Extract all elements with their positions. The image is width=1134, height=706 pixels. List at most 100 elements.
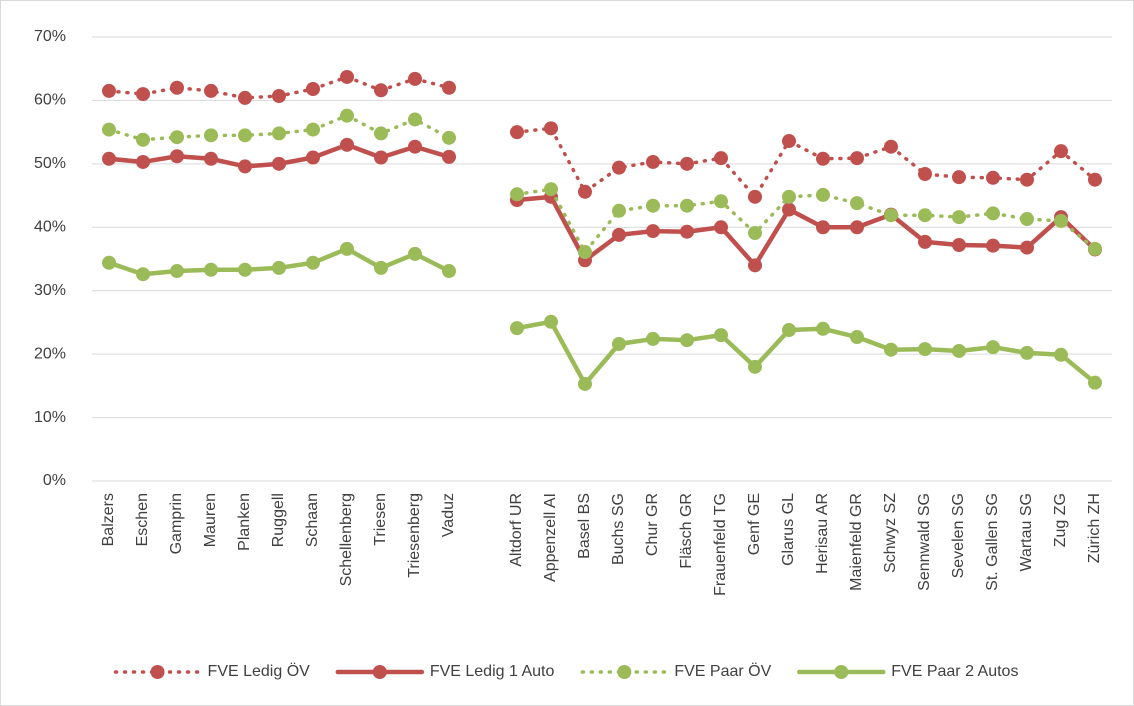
- data-point: [782, 134, 796, 149]
- y-tick-label: 60%: [34, 92, 66, 109]
- data-point: [170, 130, 184, 145]
- data-point: [918, 208, 932, 223]
- data-point: [408, 139, 422, 154]
- y-tick-label: 50%: [34, 155, 66, 172]
- data-point: [340, 137, 354, 152]
- data-point: [714, 194, 728, 209]
- data-point: [646, 198, 660, 213]
- data-point: [1020, 172, 1034, 187]
- x-tick-label: Vaduz: [440, 493, 457, 537]
- data-point: [136, 154, 150, 169]
- data-point: [102, 151, 116, 166]
- y-tick-label: 0%: [43, 472, 66, 489]
- data-point: [306, 82, 320, 97]
- data-point: [646, 224, 660, 239]
- data-point: [884, 208, 898, 223]
- data-point: [918, 167, 932, 182]
- data-point: [1020, 240, 1034, 255]
- data-point: [510, 321, 524, 336]
- data-point: [680, 333, 694, 348]
- data-point: [850, 196, 864, 211]
- y-tick-label: 10%: [34, 409, 66, 426]
- data-point: [748, 189, 762, 204]
- x-tick-label: Fläsch GR: [678, 493, 695, 569]
- data-point: [1088, 172, 1102, 187]
- data-point: [952, 170, 966, 185]
- x-tick-label: Wartau SG: [1018, 493, 1035, 572]
- legend-marker: [834, 665, 849, 679]
- data-point: [136, 267, 150, 282]
- data-point: [612, 336, 626, 351]
- data-point: [680, 198, 694, 213]
- x-tick-label: Schellenberg: [338, 493, 355, 586]
- legend: FVE Ledig ÖV FVE Ledig 1 Auto FVE Paar ÖV F…: [113, 662, 1018, 680]
- data-point: [816, 151, 830, 166]
- data-point: [850, 220, 864, 235]
- data-point: [306, 150, 320, 165]
- data-point: [986, 206, 1000, 221]
- data-point: [102, 83, 116, 98]
- data-point: [646, 154, 660, 169]
- x-tick-label: Gamprin: [168, 493, 185, 554]
- data-point: [306, 255, 320, 270]
- data-point: [952, 343, 966, 358]
- data-point: [680, 156, 694, 171]
- x-tick-label: Buchs SG: [610, 493, 627, 565]
- data-point: [374, 83, 388, 98]
- data-point: [204, 262, 218, 277]
- data-point: [782, 189, 796, 204]
- data-point: [578, 376, 592, 391]
- data-point: [612, 227, 626, 242]
- data-point: [238, 128, 252, 143]
- x-tick-label: Sevelen SG: [950, 493, 967, 578]
- data-point: [204, 128, 218, 143]
- data-point: [238, 262, 252, 277]
- data-point: [374, 126, 388, 141]
- data-point: [442, 264, 456, 279]
- legend-label: FVE Paar ÖV: [674, 662, 771, 680]
- data-point: [238, 90, 252, 105]
- data-point: [510, 187, 524, 202]
- data-point: [1054, 213, 1068, 228]
- x-tick-label: Eschen: [134, 493, 151, 546]
- data-point: [816, 187, 830, 202]
- data-point: [918, 234, 932, 249]
- data-point: [170, 80, 184, 95]
- x-tick-label: Planken: [236, 493, 253, 551]
- data-point: [850, 151, 864, 166]
- data-point: [170, 264, 184, 279]
- data-point: [1054, 347, 1068, 362]
- data-point: [272, 156, 286, 171]
- x-tick-label: Balzers: [100, 493, 117, 546]
- x-tick-label: Triesen: [372, 493, 389, 546]
- x-tick-label: Schaan: [304, 493, 321, 547]
- data-point: [1020, 212, 1034, 227]
- data-point: [952, 238, 966, 253]
- y-tick-label: 20%: [34, 345, 66, 362]
- data-point: [1088, 375, 1102, 390]
- x-tick-label: Genf GE: [746, 493, 763, 555]
- data-point: [442, 149, 456, 164]
- legend-label: FVE Ledig ÖV: [208, 662, 311, 680]
- x-tick-label: Sennwald SG: [916, 493, 933, 591]
- data-point: [136, 132, 150, 147]
- data-point: [918, 342, 932, 357]
- data-point: [612, 203, 626, 218]
- y-tick-label: 70%: [34, 28, 66, 45]
- data-point: [748, 258, 762, 273]
- legend-marker: [617, 665, 632, 679]
- data-point: [952, 210, 966, 225]
- data-point: [782, 323, 796, 338]
- data-point: [816, 321, 830, 336]
- data-point: [442, 130, 456, 145]
- data-point: [850, 330, 864, 345]
- x-tick-label: Chur GR: [644, 493, 661, 556]
- x-tick-label: Altdorf UR: [508, 493, 525, 567]
- data-point: [782, 202, 796, 217]
- data-point: [1088, 241, 1102, 256]
- data-point: [340, 69, 354, 84]
- data-point: [612, 160, 626, 175]
- x-tick-label: Ruggell: [270, 493, 287, 547]
- data-point: [646, 331, 660, 346]
- data-point: [204, 83, 218, 98]
